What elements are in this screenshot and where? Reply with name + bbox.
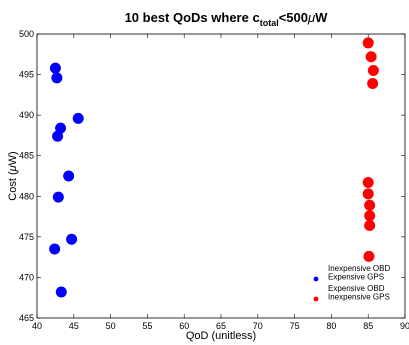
data-point-series-2 bbox=[364, 219, 376, 231]
x-tick-label: 65 bbox=[216, 321, 226, 331]
data-point-series-2 bbox=[367, 77, 379, 89]
legend-label-series-2: Inexpensive GPS bbox=[328, 293, 390, 302]
x-tick-label: 75 bbox=[290, 321, 300, 331]
x-tick-label: 85 bbox=[363, 321, 373, 331]
y-tick-label: 470 bbox=[19, 272, 34, 282]
y-tick-label: 465 bbox=[19, 313, 34, 323]
y-tick-label: 500 bbox=[19, 29, 34, 39]
data-point-series-1 bbox=[51, 72, 63, 84]
x-tick-label: 60 bbox=[179, 321, 189, 331]
legend-label-series-1: Expensive GPS bbox=[328, 273, 384, 282]
x-tick-label: 45 bbox=[69, 321, 79, 331]
legend-marker-series-2 bbox=[313, 296, 319, 302]
legend-label-series-1: Inexpensive OBD bbox=[328, 264, 390, 273]
y-tick-label: 475 bbox=[19, 232, 34, 242]
legend-marker-series-1 bbox=[313, 276, 319, 282]
chart-title-greek: μ bbox=[307, 10, 315, 25]
x-tick-label: 80 bbox=[326, 321, 336, 331]
x-tick-label: 70 bbox=[253, 321, 263, 331]
x-tick-label: 90 bbox=[400, 321, 409, 331]
data-point-series-2 bbox=[362, 37, 374, 49]
y-tick-label: 495 bbox=[19, 70, 34, 80]
data-point-series-2 bbox=[367, 65, 379, 77]
data-point-series-1 bbox=[72, 112, 84, 124]
chart-title-subscript: total bbox=[260, 18, 279, 28]
chart-title-prefix: 10 best QoDs where c bbox=[125, 10, 260, 25]
data-points bbox=[49, 37, 379, 298]
y-tick-label: 490 bbox=[19, 110, 34, 120]
data-point-series-1 bbox=[66, 233, 78, 245]
data-point-series-2 bbox=[364, 210, 376, 222]
axis-ticks: 40 45 50 55 60 65 70 75 80 85 90 465 470 475 480 485 490… bbox=[19, 29, 409, 331]
data-point-series-2 bbox=[362, 188, 374, 200]
data-point-series-2 bbox=[363, 250, 375, 262]
data-point-series-1 bbox=[49, 243, 61, 255]
y-tick-label: 485 bbox=[19, 151, 34, 161]
chart-title-unit: W bbox=[315, 10, 328, 25]
legend-label-series-2: Expensive OBD bbox=[328, 284, 385, 293]
y-axis-label-suffix: W) bbox=[7, 151, 19, 165]
chart-title-suffix: <500 bbox=[279, 10, 308, 25]
x-tick-label: 50 bbox=[106, 321, 116, 331]
data-point-series-2 bbox=[365, 51, 377, 63]
y-axis-label: Cost (μW) bbox=[7, 151, 19, 200]
y-axis-label-prefix: Cost ( bbox=[7, 171, 19, 201]
x-axis-label: QoD (unitless) bbox=[186, 330, 256, 342]
data-point-series-1 bbox=[55, 286, 67, 298]
y-tick-label: 480 bbox=[19, 191, 34, 201]
chart-title: 10 best QoDs where ctotal<500μW bbox=[125, 10, 329, 28]
x-tick-label: 40 bbox=[32, 321, 42, 331]
data-point-series-1 bbox=[52, 191, 64, 203]
x-tick-label: 55 bbox=[142, 321, 152, 331]
data-point-series-1 bbox=[63, 170, 75, 182]
data-point-series-2 bbox=[364, 199, 376, 211]
data-point-series-1 bbox=[49, 62, 61, 74]
data-point-series-1 bbox=[52, 130, 64, 142]
data-point-series-2 bbox=[362, 176, 374, 188]
y-axis-label-greek: μ bbox=[7, 165, 19, 172]
